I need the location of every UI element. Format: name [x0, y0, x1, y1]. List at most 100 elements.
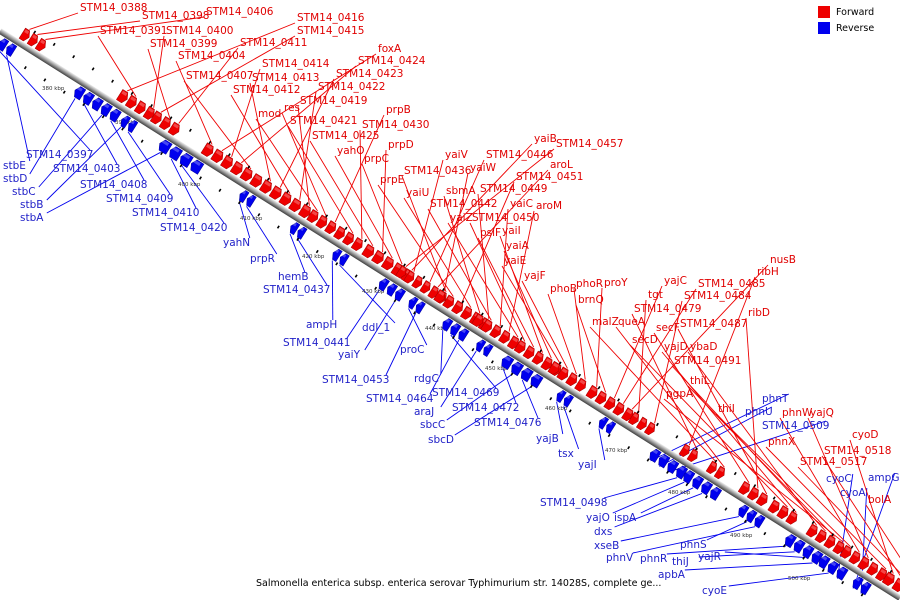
reverse-gene-arrow-53 — [827, 561, 840, 576]
reverse-gene-label: STM14_0437 — [263, 284, 330, 296]
reverse-leader-line — [620, 516, 739, 542]
tick-label: 430 kbp — [362, 289, 385, 295]
forward-gene-label: pgpA — [666, 388, 694, 400]
forward-gene-label: brnQ — [578, 294, 604, 306]
reverse-leader-line — [385, 312, 417, 376]
reverse-gene-arrow-40 — [676, 465, 689, 480]
forward-leader-line — [403, 197, 472, 308]
reverse-gene-arrow-9 — [158, 139, 173, 155]
forward-leader-line — [865, 504, 900, 559]
forward-gene-arrow-21 — [306, 208, 319, 223]
forward-leader-line — [230, 94, 291, 194]
reverse-gene-arrow-51 — [811, 550, 824, 565]
forward-leader-line — [821, 455, 900, 577]
reverse-gene-label: stbB — [20, 199, 43, 211]
forward-leader-line — [377, 184, 454, 297]
forward-gene-label: STM14_0446 — [486, 149, 554, 161]
forward-gene-arrow-0 — [18, 27, 30, 42]
forward-gene-arrow-26 — [350, 236, 363, 251]
forward-leader-line — [443, 195, 481, 314]
legend-forward-label: Forward — [836, 6, 875, 18]
reverse-gene-arrow-32 — [530, 373, 544, 389]
forward-gene-arrow-15 — [249, 173, 263, 188]
tick-label: 410 kbp — [240, 216, 263, 222]
reverse-leader-line — [650, 393, 789, 462]
reverse-gene-label: apbA — [658, 569, 686, 581]
forward-gene-label: STM14_0404 — [178, 50, 246, 62]
forward-gene-arrow-34 — [411, 275, 423, 289]
reverse-gene-arrow-26 — [458, 328, 470, 342]
forward-gene-arrow-64 — [635, 416, 648, 431]
reverse-gene-label: yajO — [586, 512, 610, 524]
reverse-gene-arrow-17 — [332, 248, 343, 262]
tick-label: 470 kbp — [605, 448, 628, 454]
forward-gene-arrow-63 — [627, 411, 640, 426]
forward-gene-label: yaiA — [506, 240, 530, 252]
forward-gene-label: yajD — [664, 341, 688, 353]
forward-gene-arrow-74 — [776, 505, 789, 520]
forward-gene-arrow-80 — [839, 544, 852, 559]
reverse-gene-label: STM14_0420 — [160, 222, 227, 234]
forward-leader-line — [249, 82, 271, 182]
reverse-gene-label: ispA — [614, 512, 637, 524]
reverse-gene-label: stbD — [3, 173, 27, 185]
reverse-gene-label: rdgC — [414, 373, 439, 385]
reverse-gene-arrow-20 — [386, 283, 399, 297]
forward-gene-label: ribD — [748, 307, 770, 319]
forward-leader-line — [427, 208, 492, 321]
reverse-leader-line — [38, 114, 103, 188]
reverse-gene-arrow-37 — [649, 448, 662, 463]
forward-gene-label: mod — [258, 108, 281, 120]
forward-leader-line — [405, 148, 555, 267]
forward-gene-label: STM14_0411 — [240, 37, 307, 49]
forward-gene-arrow-22 — [315, 214, 328, 229]
reverse-swatch — [818, 22, 830, 34]
forward-leader-line — [477, 237, 535, 348]
reverse-gene-arrow-46 — [746, 509, 758, 524]
reverse-leader-line — [728, 572, 829, 587]
reverse-gene-label: cyoE — [702, 585, 727, 597]
reverse-gene-label: STM14_0409 — [106, 193, 173, 205]
forward-leader-line — [629, 344, 788, 508]
reverse-gene-arrow-34 — [563, 394, 574, 408]
forward-gene-arrow-81 — [848, 550, 861, 565]
forward-gene-arrow-27 — [361, 243, 375, 259]
forward-leader-line — [807, 417, 869, 559]
forward-leader-line — [797, 466, 900, 574]
forward-gene-label: STM14_0457 — [556, 138, 623, 150]
reverse-gene-arrow-2 — [74, 86, 87, 101]
reverse-gene-arrow-47 — [754, 514, 766, 529]
forward-gene-arrow-40 — [451, 300, 464, 315]
reverse-gene-arrow-21 — [394, 288, 407, 302]
forward-leader-line — [653, 332, 750, 484]
forward-gene-label: STM14_0430 — [362, 119, 429, 131]
reverse-gene-arrow-24 — [442, 318, 454, 332]
forward-gene-arrow-71 — [746, 486, 759, 501]
reverse-gene-arrow-5 — [100, 103, 113, 118]
tick-label: 440 kbp — [425, 326, 448, 332]
forward-leader-line — [447, 222, 519, 338]
reverse-gene-label: STM14_0441 — [283, 337, 350, 349]
forward-leader-line — [382, 149, 387, 253]
forward-gene-label: STM14_0416 — [297, 12, 365, 24]
forward-gene-label: cyoD — [852, 429, 879, 441]
reverse-leader-line — [170, 158, 197, 209]
forward-gene-label: phoR — [576, 278, 603, 290]
legend-reverse: Reverse — [818, 20, 896, 36]
reverse-gene-arrow-18 — [339, 253, 350, 267]
reverse-gene-arrow-6 — [109, 108, 122, 123]
forward-leader-line — [411, 143, 533, 271]
forward-leader-line — [849, 439, 894, 574]
forward-gene-arrow-86 — [891, 577, 900, 593]
forward-gene-arrow-72 — [755, 492, 768, 507]
reverse-leader-line — [603, 477, 678, 499]
forward-gene-label: yajQ — [810, 407, 834, 419]
forward-leader-line — [575, 304, 607, 393]
forward-gene-label: yaiB — [534, 133, 557, 145]
reverse-leader-line — [408, 308, 428, 346]
forward-leader-line — [499, 235, 543, 353]
forward-gene-label: yaiC — [510, 198, 533, 210]
forward-gene-arrow-70 — [737, 480, 750, 495]
forward-gene-arrow-13 — [229, 160, 243, 176]
forward-gene-arrow-47 — [498, 329, 511, 344]
